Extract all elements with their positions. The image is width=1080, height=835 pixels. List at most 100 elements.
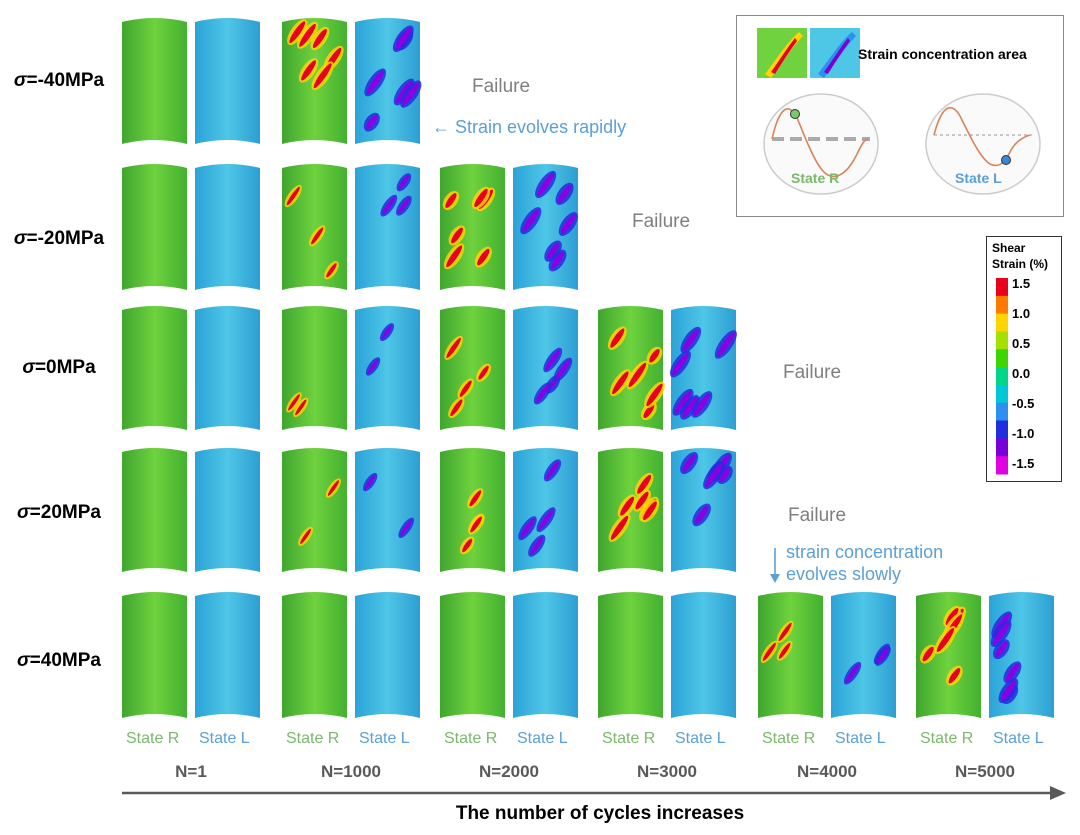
inset-swatch-state-r: [757, 28, 807, 78]
inset-diagram-state-r: [763, 93, 879, 195]
legend-color-segment: [996, 295, 1008, 315]
specimen-state-l: [989, 592, 1054, 718]
failure-label-row1: Failure: [472, 76, 531, 97]
specimen-state-l: [669, 306, 737, 430]
failure-label-row3: Failure: [783, 362, 842, 383]
inset-state-l-label: State L: [955, 170, 1002, 186]
sigma-symbol: σ: [13, 228, 27, 249]
state-l-label: State L: [993, 730, 1044, 747]
state-r-label: State R: [602, 730, 656, 747]
row-value: =-20MPa: [26, 228, 105, 249]
arrow-down-icon: [770, 548, 780, 583]
legend-color-segment: [996, 331, 1008, 350]
row-value: =40MPa: [29, 650, 101, 671]
specimen-state-r: [122, 448, 187, 572]
legend-color-segment: [996, 384, 1008, 404]
specimen-state-l: [195, 18, 260, 144]
specimen-state-l: [195, 306, 260, 430]
specimen-state-l: [513, 448, 578, 572]
cycle-label: N=5000: [954, 762, 1016, 781]
sigma-symbol: σ: [17, 502, 30, 523]
legend-colorbar: [996, 278, 1008, 475]
specimen-state-r: [122, 306, 187, 430]
specimen-state-l: [355, 306, 420, 430]
arrow-left-icon: ←: [432, 117, 450, 137]
bottom-caption: The number of cycles increases: [455, 803, 745, 824]
specimen-state-l: [671, 448, 736, 572]
specimen-state-r: [282, 164, 347, 290]
state-r-label: State R: [762, 730, 816, 747]
legend-tick-label: 0.0: [1012, 366, 1031, 381]
specimen-state-l: [513, 592, 578, 718]
cycle-label: N=3000: [636, 762, 698, 781]
annotation-slow: strain concentration evolves slowly: [768, 541, 943, 585]
inset-swatch-state-l: [810, 28, 860, 78]
failure-label-row4: Failure: [788, 505, 847, 526]
sigma-symbol: σ: [17, 650, 30, 671]
row-label-minus20: σ=-20MPa: [0, 228, 118, 250]
legend-title-line1: Shear: [992, 241, 1026, 255]
specimen-state-l: [671, 592, 736, 718]
specimen-state-r: [440, 164, 505, 290]
legend-title: Shear Strain (%): [992, 240, 1048, 272]
specimen-state-l: [355, 448, 420, 572]
legend-title-line2: Strain (%): [992, 257, 1049, 271]
legend-color-segment: [996, 456, 1008, 475]
annotation-slow-line1: strain concentration: [786, 542, 944, 562]
inset-title: Strain concentration area: [858, 46, 1027, 62]
inset-state-r-label: State R: [791, 170, 840, 186]
legend-color-segment: [996, 313, 1008, 332]
specimen-state-l: [195, 164, 260, 290]
row-label-20: σ=20MPa: [0, 502, 118, 524]
specimen-state-r: [440, 592, 505, 718]
state-l-label: State L: [359, 730, 410, 747]
specimen-state-r: [282, 448, 347, 572]
cycles-arrow: [122, 786, 1066, 800]
annotation-rapid-text: Strain evolves rapidly: [455, 117, 627, 137]
inset-box: [736, 15, 1064, 217]
legend-tick-label: 0.5: [1012, 336, 1031, 351]
sigma-symbol: σ: [13, 70, 27, 91]
legend-tick-label: 1.0: [1012, 306, 1031, 321]
cycle-label: N=1: [175, 762, 207, 781]
specimen-state-r: [758, 592, 823, 718]
specimen-state-r: [282, 592, 347, 718]
specimen-state-l: [355, 164, 420, 290]
specimen-state-r: [598, 592, 663, 718]
legend-color-segment: [996, 402, 1008, 422]
cycle-label: N=1000: [320, 762, 382, 781]
legend-tick-label: 1.5: [1012, 276, 1031, 291]
state-r-label: State R: [444, 730, 498, 747]
row-label-minus40: σ=-40MPa: [0, 70, 118, 92]
row-value: =0MPa: [34, 357, 96, 378]
row-value: =20MPa: [29, 502, 101, 523]
legend-tick-label: -1.5: [1012, 456, 1035, 471]
inset-diagram-state-l: [925, 93, 1041, 195]
row-value: =-40MPa: [26, 70, 105, 91]
state-r-label: State R: [286, 730, 340, 747]
specimen-state-r: [598, 306, 665, 430]
legend-color-segment: [996, 438, 1008, 457]
specimen-state-l: [355, 592, 420, 718]
specimen-state-r: [122, 18, 187, 144]
legend-color-segment: [996, 367, 1008, 386]
specimen-state-l: [513, 164, 578, 290]
specimen-state-r: [122, 592, 187, 718]
specimen-state-r: [122, 164, 187, 290]
legend-color-segment: [996, 420, 1008, 439]
state-l-label: State L: [517, 730, 568, 747]
state-l-label: State L: [199, 730, 250, 747]
cycle-label: N=2000: [478, 762, 540, 781]
state-l-label: State L: [675, 730, 726, 747]
state-l-label: State L: [835, 730, 886, 747]
specimen-state-l: [355, 18, 422, 144]
specimen-state-r: [440, 448, 505, 572]
specimen-state-r: [282, 18, 347, 144]
row-label-0: σ=0MPa: [0, 357, 118, 379]
specimen-state-l: [831, 592, 896, 718]
specimen-state-l: [513, 306, 578, 430]
legend-tick-label: -0.5: [1012, 396, 1035, 411]
state-r-label: State R: [920, 730, 974, 747]
legend-color-segment: [996, 278, 1008, 297]
failure-label-row2: Failure: [632, 211, 691, 232]
